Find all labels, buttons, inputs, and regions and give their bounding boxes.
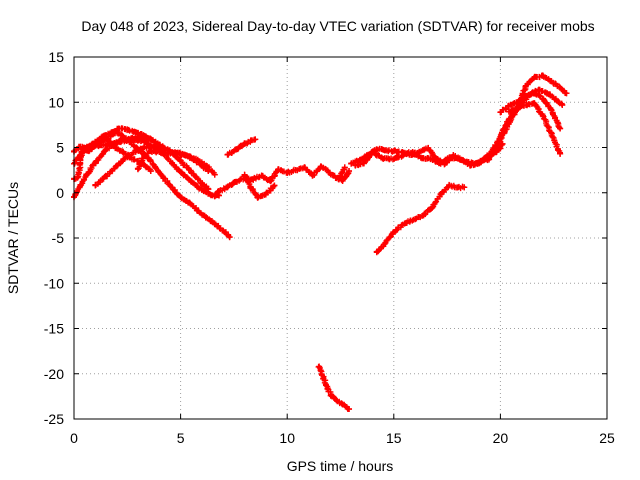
series-sat-h xyxy=(212,163,348,199)
y-tick-label: 10 xyxy=(48,94,64,110)
y-tick-label: 5 xyxy=(56,140,64,156)
x-axis-label: GPS time / hours xyxy=(287,458,394,474)
y-axis-label: SDTVAR / TECUs xyxy=(5,182,21,294)
y-tick-label: -20 xyxy=(44,366,64,382)
y-tick-label: -25 xyxy=(44,411,64,427)
x-tick-label: 5 xyxy=(177,430,185,446)
series-sat-i xyxy=(225,136,259,157)
data-layer xyxy=(71,72,570,412)
y-tick-label: 0 xyxy=(56,185,64,201)
y-tick-label: -5 xyxy=(52,230,65,246)
plot-frame xyxy=(74,57,607,419)
x-tick-label: 0 xyxy=(70,430,78,446)
x-tick-label: 15 xyxy=(386,430,402,446)
sdtvar-chart: 0 5 10 15 20 25 15 10 5 0 -5 -10 -15 -20 -25 Day 048 o… xyxy=(0,0,640,480)
axis-ticks xyxy=(74,57,607,419)
y-tick-label: -10 xyxy=(44,275,64,291)
series-markers xyxy=(316,364,352,412)
series-sat-o xyxy=(374,182,467,255)
y-tick-label: -15 xyxy=(44,321,64,337)
grid-lines xyxy=(74,57,607,419)
x-tick-label: 25 xyxy=(599,430,615,446)
x-tick-label: 10 xyxy=(279,430,295,446)
series-sat-s xyxy=(506,100,563,157)
series-markers xyxy=(374,182,467,255)
chart-title: Day 048 of 2023, Sidereal Day-to-day VTE… xyxy=(81,18,594,34)
series-sat-l xyxy=(316,364,352,413)
y-tick-label: 15 xyxy=(48,49,64,65)
x-tick-label: 20 xyxy=(493,430,509,446)
